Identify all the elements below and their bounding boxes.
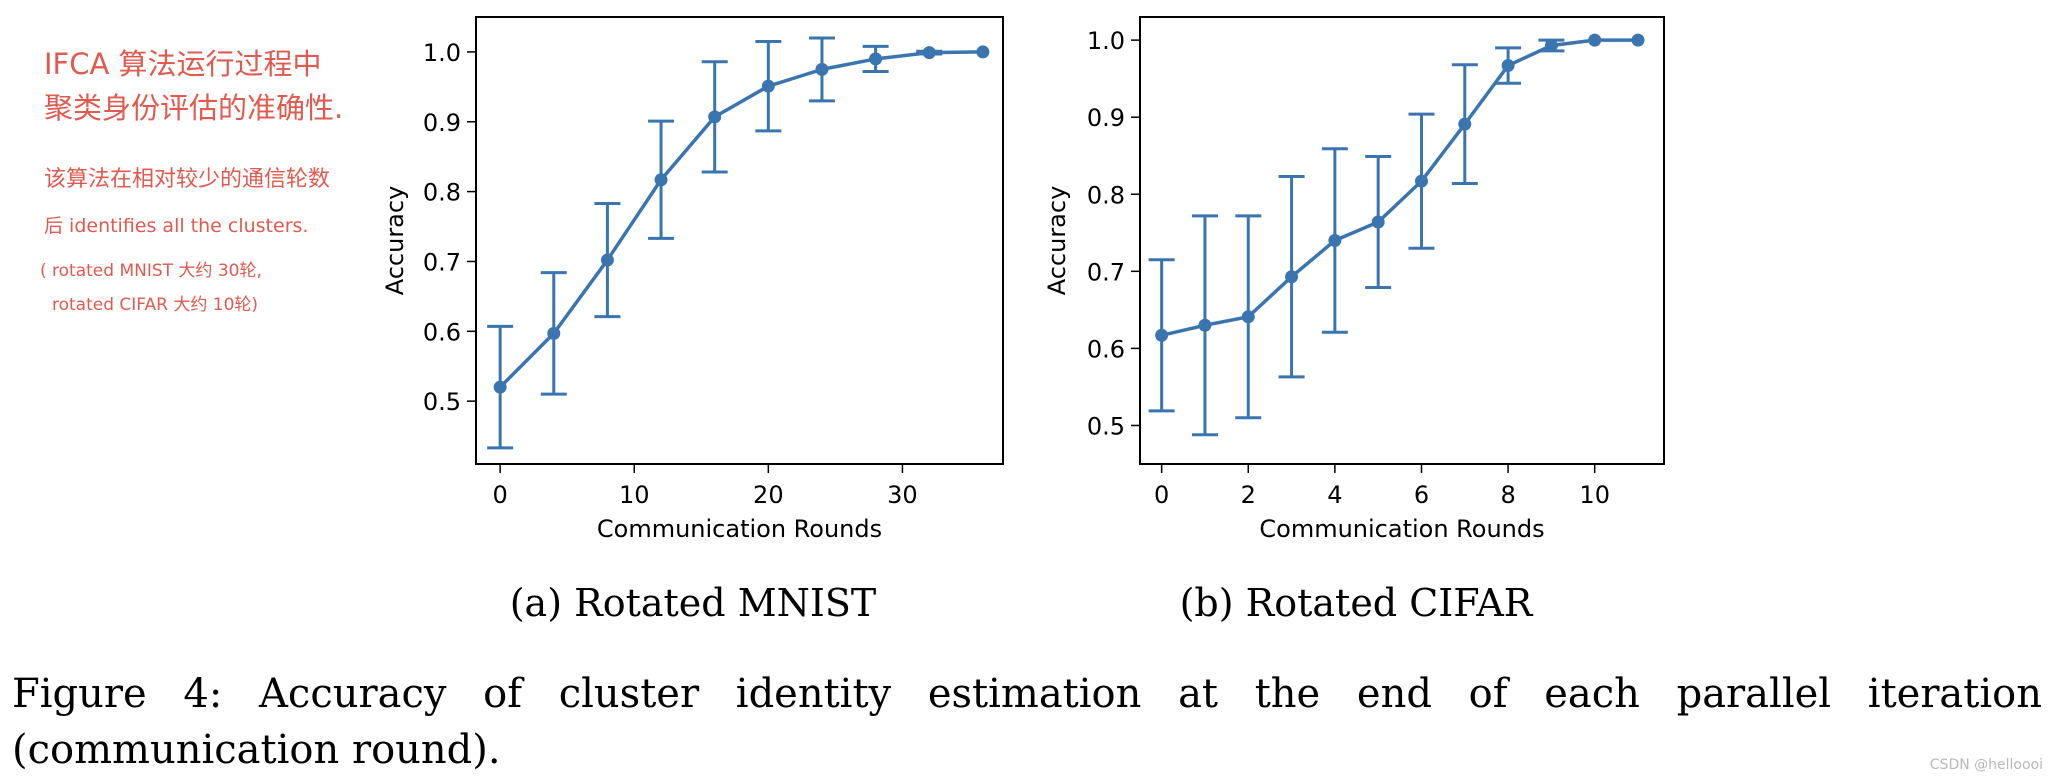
y-tick-label: 0.9 xyxy=(1087,104,1125,132)
data-point xyxy=(1501,59,1515,73)
annotation-line: 聚类身份评估的准确性. xyxy=(44,91,343,125)
data-point xyxy=(1631,33,1645,47)
x-axis-label: Communication Rounds xyxy=(597,515,882,543)
subcaption: (b) Rotated CIFAR xyxy=(1180,581,1534,625)
x-tick-label: 20 xyxy=(753,481,784,509)
x-tick-label: 10 xyxy=(1579,481,1610,509)
x-tick-label: 0 xyxy=(1154,481,1169,509)
x-tick-label: 0 xyxy=(492,481,507,509)
series-line xyxy=(498,50,983,389)
x-tick-label: 4 xyxy=(1327,481,1342,509)
x-tick-label: 8 xyxy=(1500,481,1515,509)
y-tick-label: 0.9 xyxy=(423,109,461,137)
figure-caption: Figure 4: Accuracy of cluster identity e… xyxy=(12,671,2042,773)
annotation-line: IFCA 算法运行过程中 xyxy=(44,47,322,81)
y-axis-label: Accuracy xyxy=(381,186,409,296)
y-tick-label: 0.5 xyxy=(1087,412,1125,440)
data-point xyxy=(761,79,775,93)
annotation-line: 后 identifies all the clusters. xyxy=(44,215,308,237)
data-point xyxy=(869,52,883,66)
watermark: CSDN @helloooi xyxy=(1929,757,2043,773)
data-point xyxy=(1328,234,1342,247)
handwritten-annotation: IFCA 算法运行过程中 聚类身份评估的准确性. 该算法在相对较少的通信轮数 后… xyxy=(40,47,343,315)
x-tick-label: 2 xyxy=(1241,481,1256,509)
y-tick-label: 0.7 xyxy=(423,248,461,276)
y-axis-label: Accuracy xyxy=(1043,186,1071,296)
y-tick-label: 1.0 xyxy=(1087,27,1125,55)
data-point xyxy=(1458,117,1472,131)
chart-panel-mnist: 0 10 20 30 0.5 0.6 0.7 0.8 0.9 1.0 Communication … xyxy=(381,16,1004,625)
data-point xyxy=(1198,318,1212,332)
y-tick-label: 0.7 xyxy=(1087,258,1125,286)
series-line xyxy=(1161,38,1639,337)
x-axis-label: Communication Rounds xyxy=(1259,515,1544,543)
y-tick-label: 0.6 xyxy=(423,318,461,346)
data-point xyxy=(1285,270,1299,284)
data-point xyxy=(1241,310,1255,324)
data-point xyxy=(976,45,990,59)
data-point xyxy=(654,173,668,187)
x-tick-label: 6 xyxy=(1414,481,1429,509)
data-point xyxy=(547,326,561,340)
data-point xyxy=(600,253,614,267)
data-point xyxy=(922,46,936,60)
annotation-line: ( rotated MNIST 大约 30轮, xyxy=(40,261,262,281)
plot-frame xyxy=(475,16,1004,465)
subcaption: (a) Rotated MNIST xyxy=(510,581,877,625)
x-tick-label: 30 xyxy=(887,481,918,509)
data-point xyxy=(708,110,722,124)
plot-frame xyxy=(1139,16,1665,465)
data-point xyxy=(1155,328,1169,342)
data-point xyxy=(493,380,507,394)
data-point xyxy=(1588,33,1602,47)
y-tick-label: 0.5 xyxy=(423,388,461,416)
y-tick-label: 0.8 xyxy=(423,179,461,207)
data-point xyxy=(815,62,829,76)
data-point xyxy=(1414,174,1428,188)
annotation-line: rotated CIFAR 大约 10轮) xyxy=(52,295,258,315)
y-tick-label: 0.8 xyxy=(1087,181,1125,209)
annotation-line: 该算法在相对较少的通信轮数 xyxy=(44,167,330,192)
y-tick-label: 1.0 xyxy=(423,39,461,67)
data-point xyxy=(1544,39,1558,53)
x-tick-label: 10 xyxy=(619,481,650,509)
chart-panel-cifar: 0 2 4 6 8 10 0.5 0.6 0.7 0.8 0.9 1.0 Communication … xyxy=(1043,16,1665,625)
data-point xyxy=(1371,215,1385,229)
y-tick-label: 0.6 xyxy=(1087,335,1125,363)
